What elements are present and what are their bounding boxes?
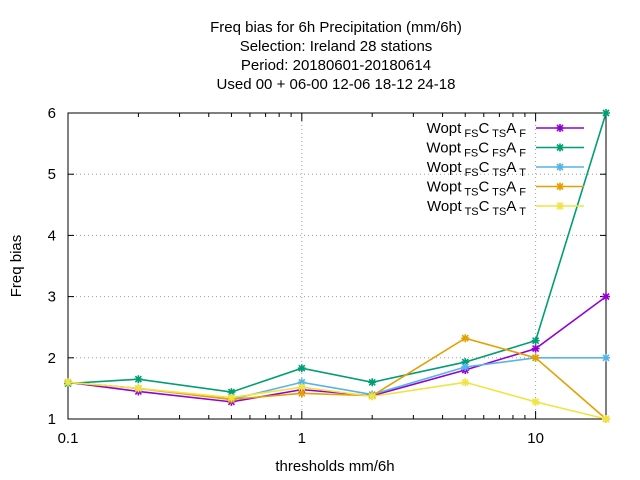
- data-point: [297, 378, 306, 387]
- legend-marker: [556, 182, 564, 191]
- data-point: [64, 378, 72, 387]
- series-2: [64, 109, 610, 397]
- y-tick-label: 4: [48, 227, 56, 244]
- legend-marker: [556, 163, 564, 171]
- plot-frame: [67, 112, 607, 420]
- legend-item-3: Wopt FSC TSA T: [427, 159, 584, 179]
- series-5: [64, 378, 610, 423]
- y-axis-label: Freq bias: [8, 235, 25, 298]
- data-point: [297, 389, 306, 398]
- chart-title: Freq bias for 6h Precipitation (mm/6h) Se…: [210, 19, 462, 93]
- data-point: [461, 362, 470, 371]
- x-axis-label: thresholds mm/6h: [275, 458, 394, 475]
- data-point: [297, 383, 306, 392]
- series-line: [67, 337, 607, 420]
- y-tick-label: 2: [48, 350, 56, 367]
- series-lines: [64, 109, 610, 423]
- legend-label: Wopt FSC TSA T: [427, 159, 527, 179]
- data-point: [602, 292, 610, 301]
- title-line-4: Used 00 + 06-00 12-06 18-12 24-18: [217, 76, 456, 93]
- data-point: [602, 353, 610, 362]
- data-point: [461, 358, 470, 367]
- data-point: [134, 384, 143, 393]
- y-tick-label: 1: [48, 411, 56, 428]
- title-line-2: Selection: Ireland 28 stations: [240, 38, 433, 55]
- legend-item-5: Wopt TSC TSA T: [427, 198, 584, 218]
- title-line-3: Period: 20180601-20180614: [241, 57, 431, 74]
- legend-label: Wopt TSC TSA T: [427, 198, 526, 218]
- data-point: [227, 388, 236, 397]
- legend-item-4: Wopt TSC TSA F: [427, 179, 584, 199]
- series-line: [67, 112, 607, 393]
- legend-item-1: Wopt FSC TSA F: [427, 120, 584, 140]
- series-3: [64, 353, 610, 404]
- series-line: [67, 295, 607, 403]
- x-tick-label: 10: [527, 430, 544, 447]
- x-tick-label: 0.1: [58, 430, 79, 447]
- data-point: [531, 336, 540, 345]
- data-point: [531, 353, 540, 362]
- data-point: [227, 393, 236, 402]
- y-tick-label: 6: [48, 105, 56, 122]
- data-point: [368, 378, 377, 387]
- data-point: [134, 375, 143, 384]
- legend-label: Wopt TSC TSA F: [427, 179, 527, 199]
- data-point: [602, 109, 610, 117]
- title-line-1: Freq bias for 6h Precipitation (mm/6h): [210, 19, 462, 36]
- legend-marker: [556, 143, 564, 152]
- data-point: [368, 392, 377, 401]
- legend-label: Wopt FSC FSA F: [426, 140, 526, 160]
- data-point: [531, 344, 540, 353]
- data-point: [461, 378, 470, 387]
- grid: [68, 113, 606, 419]
- legend-marker: [556, 202, 564, 210]
- series-4: [64, 334, 610, 423]
- data-point: [297, 364, 306, 373]
- legend-label: Wopt FSC TSA F: [427, 120, 527, 140]
- data-point: [602, 415, 610, 423]
- data-point: [461, 334, 470, 343]
- series-line: [67, 381, 607, 420]
- legend-item-2: Wopt FSC FSA F: [426, 140, 584, 160]
- x-tick-label: 1: [298, 430, 306, 447]
- y-tick-label: 3: [48, 289, 56, 306]
- y-tick-label: 5: [48, 166, 56, 183]
- legend-marker: [556, 124, 564, 132]
- data-point: [531, 397, 540, 406]
